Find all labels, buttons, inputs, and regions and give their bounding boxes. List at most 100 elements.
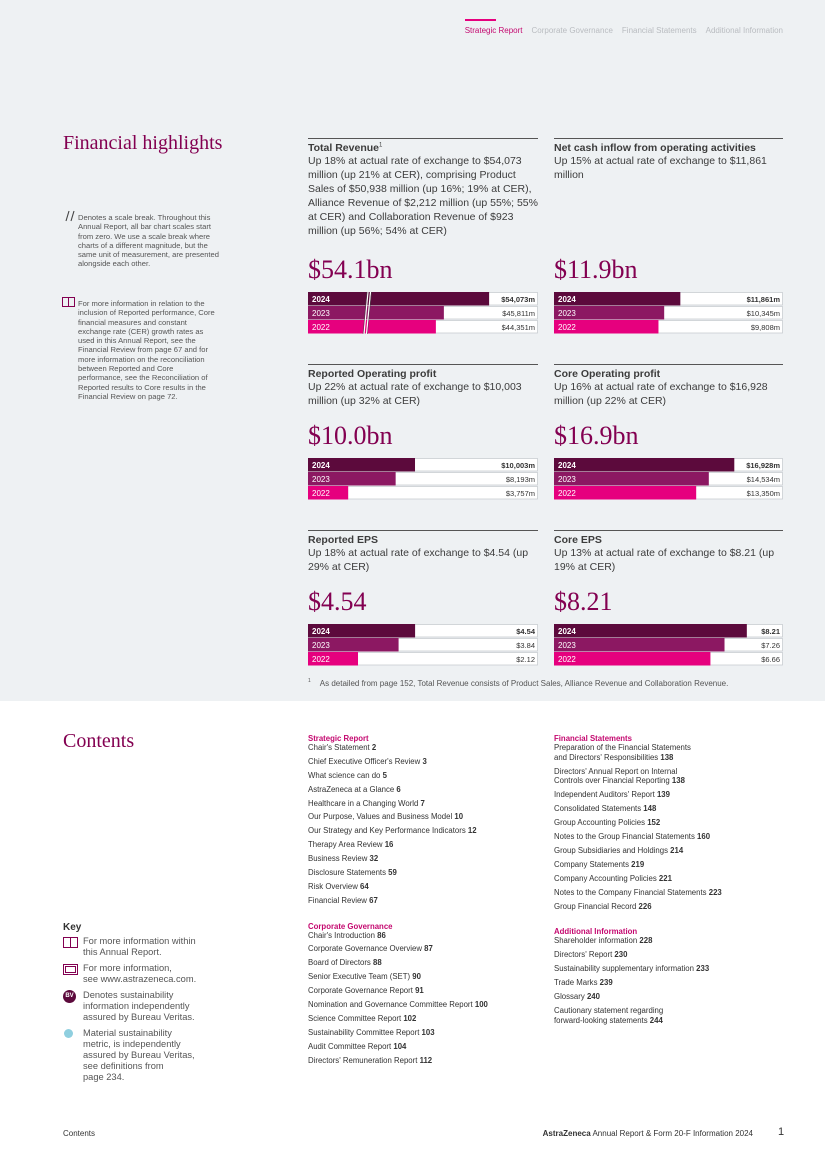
contents-item[interactable]: Senior Executive Team (SET) 90 [308, 972, 548, 982]
contents-item-text: Risk Overview [308, 881, 358, 891]
bar-value-label: $13,350m [747, 489, 780, 498]
contents-item-page: 7 [420, 798, 425, 808]
contents-item[interactable]: Directors' Remuneration Report 112 [308, 1056, 548, 1066]
contents-item-page: 16 [384, 840, 394, 850]
contents-item[interactable]: Audit Committee Report 104 [308, 1042, 548, 1052]
contents-item[interactable]: Shareholder information 228 [554, 936, 794, 946]
footnote-text: As detailed from page 152, Total Revenue… [319, 678, 729, 688]
contents-column: Financial Statements Preparation of the F… [554, 734, 794, 1041]
contents-item[interactable]: Consolidated Statements 148 [554, 804, 794, 814]
bar-chart: 2024 $10,003m 2023 $8,193m 2022 $3,757m [308, 458, 538, 500]
highlight-card: Core EPS Up 13% at actual rate of exchang… [554, 530, 783, 666]
contents-item[interactable]: Corporate Governance Overview 87 [308, 944, 548, 954]
bar-category: 2024 [558, 461, 576, 470]
contents-item-page: 138 [671, 776, 685, 786]
contents-item[interactable]: AstraZeneca at a Glance 6 [308, 785, 548, 795]
nav-item[interactable]: Strategic Report [464, 19, 523, 35]
highlight-card: Core Operating profit Up 16% at actual ra… [554, 364, 783, 500]
nav-item[interactable]: Financial Statements [621, 26, 697, 35]
contents-item[interactable]: Chair's Introduction 86 [308, 931, 548, 941]
contents-item[interactable]: Notes to the Group Financial Statements … [554, 832, 794, 842]
nav-item[interactable]: Additional Information [705, 26, 783, 35]
contents-item[interactable]: Preparation of the Financial Statements … [554, 743, 794, 763]
nav-items: Strategic Report Corporate Governance Fina… [456, 19, 783, 35]
contents-item-text: Audit Committee Report [308, 1041, 392, 1051]
contents-item-page: 239 [599, 977, 613, 987]
contents-item[interactable]: Company Accounting Policies 221 [554, 874, 794, 884]
bar-value-label: $10,345m [747, 309, 780, 318]
contents-item[interactable]: Nomination and Governance Committee Repo… [308, 1000, 548, 1010]
bar [554, 624, 747, 638]
contents-item-text: Independent Auditors' Report [554, 790, 655, 800]
contents-item-page: 223 [708, 887, 722, 897]
contents-item[interactable]: Our Strategy and Key Performance Indicat… [308, 826, 548, 836]
key: Key For more information within this Ann… [63, 922, 233, 1083]
bar-value-label: $10,003m [501, 461, 535, 470]
bar-value-label: $14,534m [747, 475, 780, 484]
bar [554, 292, 681, 306]
contents-item[interactable]: Directors' Report 230 [554, 950, 794, 960]
contents-item-text: Chief Executive Officer's Review [308, 756, 421, 766]
card-title: Reported EPS [308, 534, 538, 546]
contents-item-text: Glossary [554, 991, 585, 1001]
contents-item-text: Business Review [308, 854, 368, 864]
highlight-card: Total Revenue1 Up 18% at actual rate of e… [308, 138, 538, 334]
contents-item[interactable]: Glossary 240 [554, 992, 794, 1002]
card-title: Core EPS [554, 534, 783, 546]
contents-item[interactable]: Sustainability Committee Report 103 [308, 1028, 548, 1038]
footer-section: Contents [63, 1129, 96, 1138]
contents-item[interactable]: Group Accounting Policies 152 [554, 818, 794, 828]
nav-item[interactable]: Corporate Governance [531, 26, 613, 35]
bv-badge: BV [63, 990, 76, 1003]
contents-item-page: 12 [467, 826, 477, 836]
section-title: Financial highlights [63, 132, 223, 154]
bar-chart: 2024 $16,928m 2023 $14,534m 2022 $13,350m [554, 458, 783, 500]
contents-item-page: 2 [371, 743, 377, 752]
footer-brand: AstraZeneca [542, 1129, 591, 1138]
contents-item[interactable]: Trade Marks 239 [554, 978, 794, 988]
contents-item[interactable]: Therapy Area Review 16 [308, 840, 548, 850]
contents-item[interactable]: Sustainability supplementary information… [554, 964, 794, 974]
measures-note: For more information in relation to the … [78, 299, 215, 401]
bar-value-label: $9,808m [751, 323, 780, 332]
contents-item[interactable]: Notes to the Company Financial Statement… [554, 888, 794, 898]
bar-value-label: $44,351m [502, 323, 535, 332]
contents-item[interactable]: Chair's Statement 2 [308, 743, 548, 753]
contents-item-text: Preparation of the Financial Statements … [554, 743, 691, 762]
contents-item-page: 102 [403, 1013, 417, 1023]
contents-item[interactable]: Cautionary statement regarding forward-l… [554, 1006, 794, 1026]
footnote-marker: 1 [308, 678, 311, 684]
contents-item[interactable]: Directors' Annual Report on Internal Con… [554, 767, 794, 787]
contents-item[interactable]: Our Purpose, Values and Business Model 1… [308, 812, 548, 822]
contents-item[interactable]: Disclosure Statements 59 [308, 868, 548, 878]
contents-item[interactable]: Independent Auditors' Report 139 [554, 790, 794, 800]
contents-item[interactable]: Group Subsidiaries and Holdings 214 [554, 846, 794, 856]
contents-item[interactable]: Corporate Governance Report 91 [308, 986, 548, 996]
contents-item[interactable]: Business Review 32 [308, 854, 548, 864]
contents-item[interactable]: Company Statements 219 [554, 860, 794, 870]
contents-item[interactable]: Group Financial Record 226 [554, 902, 794, 912]
bar-value-label: $8.21 [761, 627, 780, 636]
contents-item-text: Corporate Governance Report [308, 986, 413, 996]
contents-item-text: Healthcare in a Changing World [308, 798, 419, 808]
contents-item[interactable]: Risk Overview 64 [308, 882, 548, 892]
key-item: BV Denotes sustainability information in… [63, 990, 233, 1023]
contents-item[interactable]: Chief Executive Officer's Review 3 [308, 757, 548, 767]
contents-item[interactable]: Board of Directors 88 [308, 958, 548, 968]
contents-item[interactable]: Science Committee Report 102 [308, 1014, 548, 1024]
contents-item-page: 230 [614, 950, 628, 960]
contents-heading: Corporate Governance [308, 921, 393, 931]
card-title-text: Core EPS [554, 534, 602, 546]
key-text: Material sustainability metric, is indep… [83, 1028, 195, 1082]
contents-item-page: 138 [660, 752, 674, 762]
contents-item[interactable]: Healthcare in a Changing World 7 [308, 799, 548, 809]
contents-item-page: 226 [638, 901, 652, 911]
card-title-text: Core Operating profit [554, 368, 661, 380]
card-title: Reported Operating profit [308, 368, 538, 380]
contents-item-text: Trade Marks [554, 977, 598, 987]
contents-item[interactable]: What science can do 5 [308, 771, 548, 781]
contents-item[interactable]: Financial Review 67 [308, 896, 548, 906]
bar [554, 306, 665, 320]
bar [554, 638, 725, 652]
contents-item-text: Directors' Report [554, 950, 613, 960]
